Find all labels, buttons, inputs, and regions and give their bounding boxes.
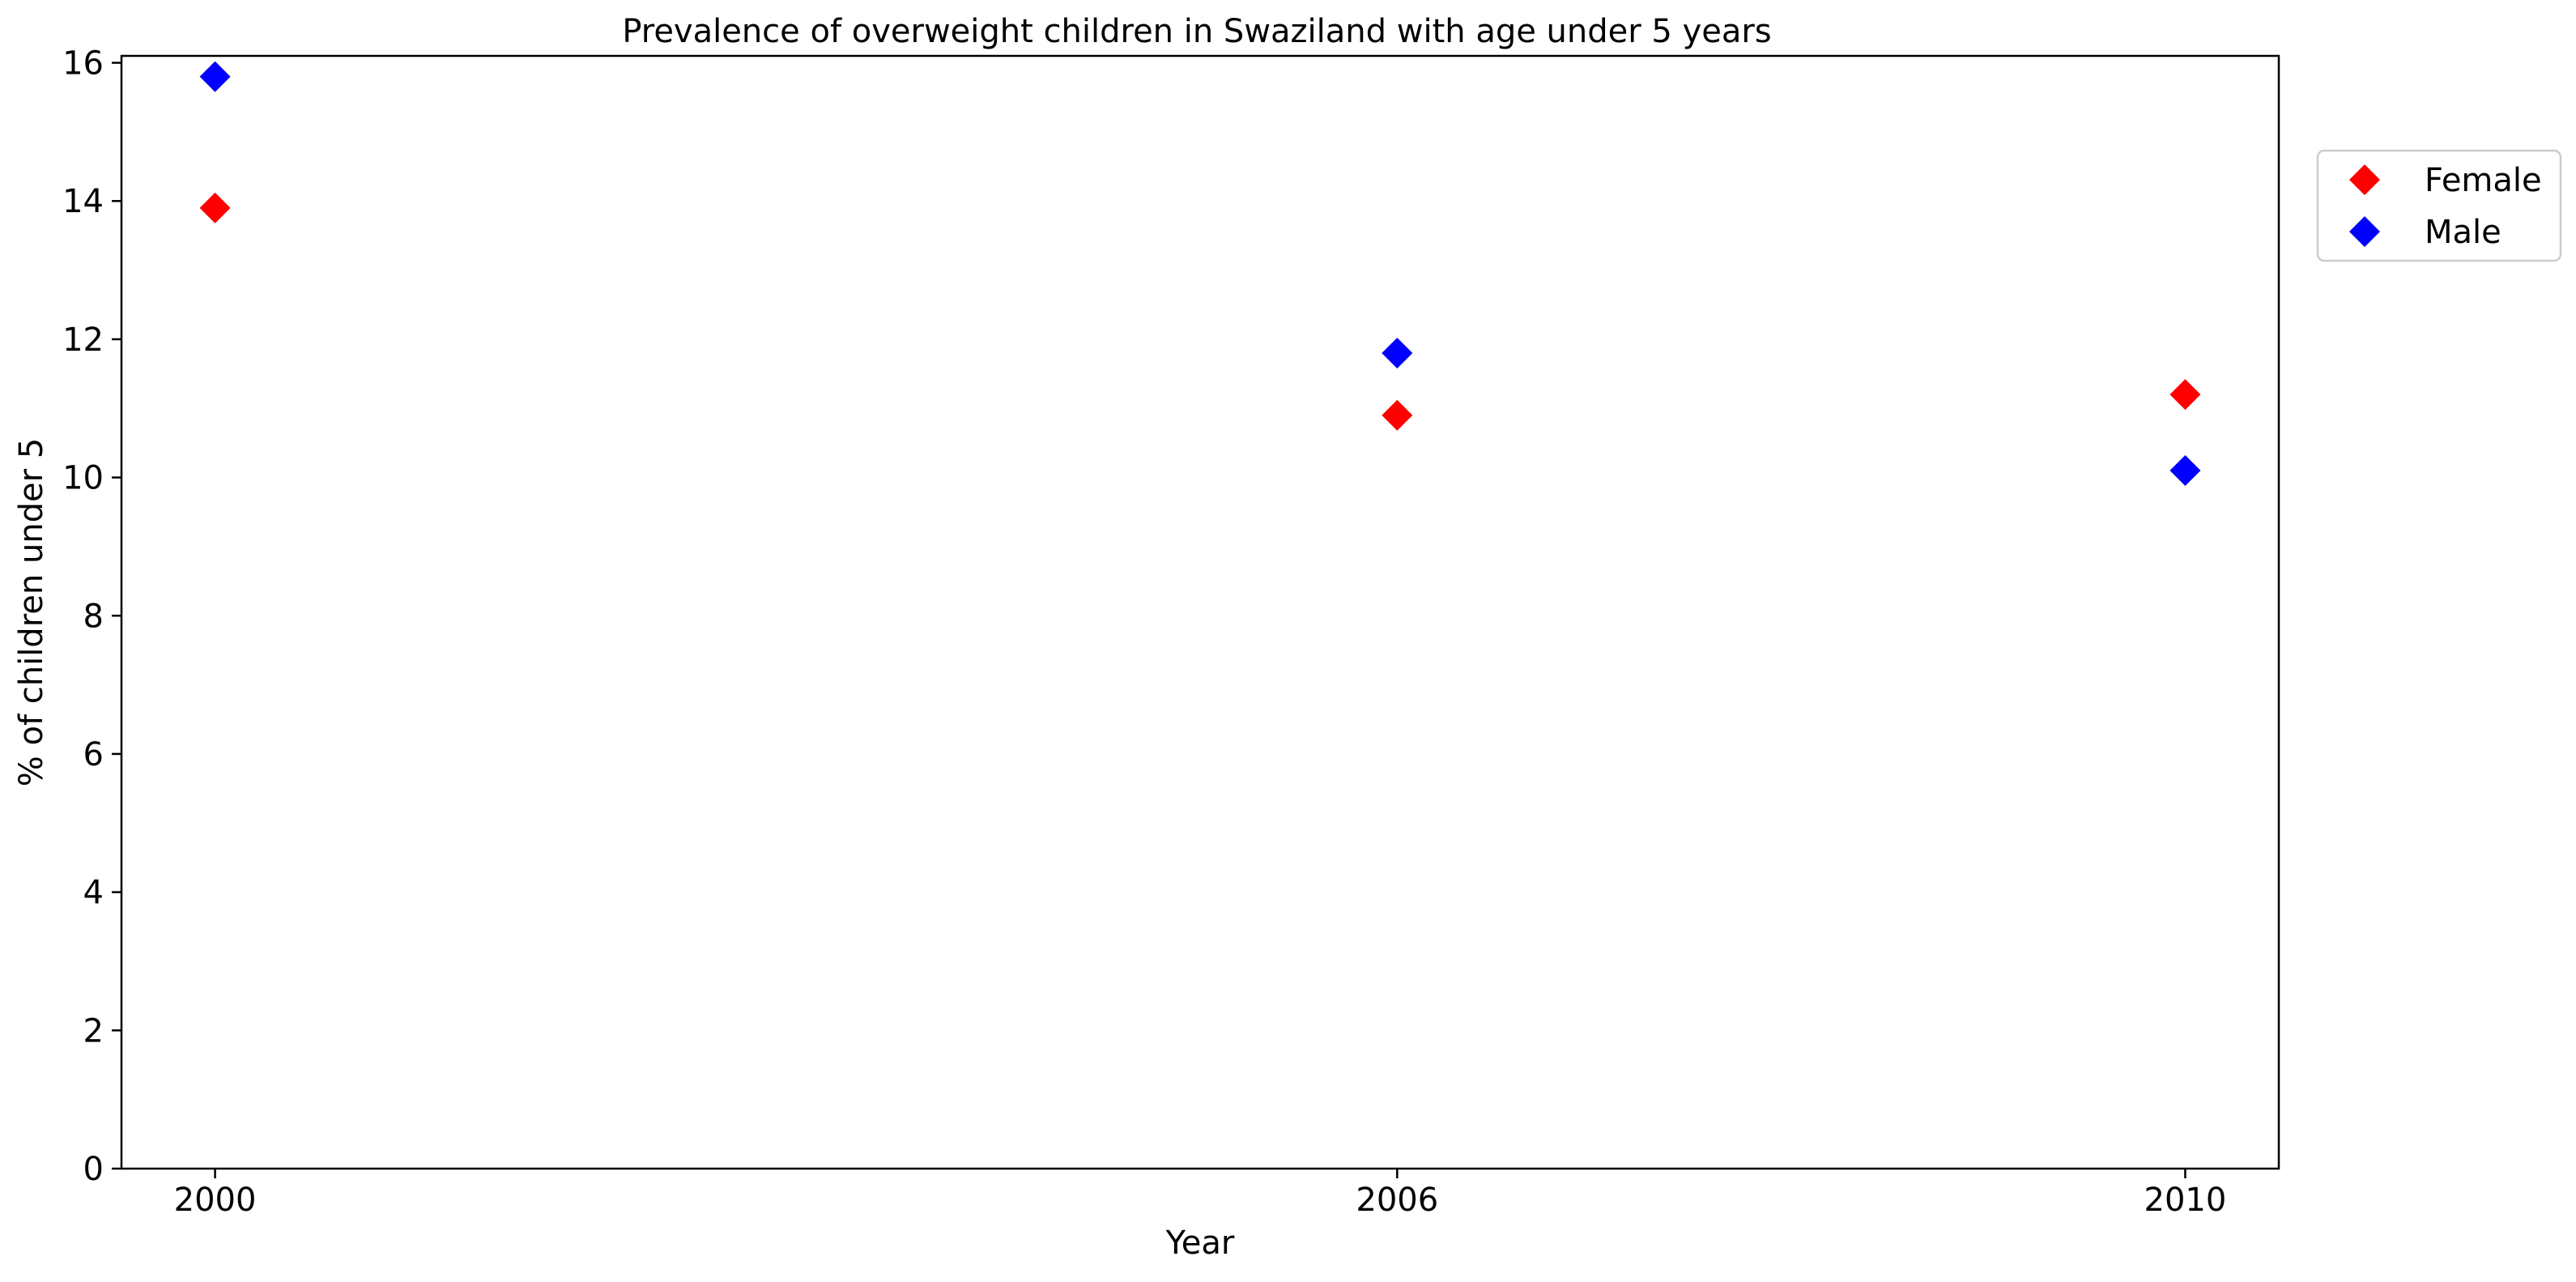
y-axis: 0 2 4 6 8 10 12 14 16 [62, 45, 121, 1188]
data-point-male-2000 [199, 61, 231, 92]
data-point-male-2010 [2169, 455, 2201, 487]
x-tick-label: 2006 [1356, 1182, 1438, 1219]
data-point-female-2006 [1382, 399, 1413, 431]
y-tick-label: 12 [62, 322, 104, 359]
y-tick-label: 4 [83, 875, 104, 912]
legend: Female Male [2316, 149, 2562, 262]
plot-area-frame [120, 54, 2280, 1170]
chart-title: Prevalence of overweight children in Swa… [622, 13, 1771, 50]
x-tick-label: 2010 [2144, 1182, 2227, 1219]
series-male [199, 61, 2201, 487]
y-tick-label: 10 [62, 460, 104, 497]
x-axis-label: Year [1165, 1225, 1235, 1262]
x-axis: 2000 2006 2010 [174, 1169, 2227, 1219]
y-axis-label: % of children under 5 [13, 438, 50, 787]
data-point-male-2006 [1382, 337, 1413, 368]
legend-label-male: Male [2425, 214, 2501, 251]
legend-marker-male [2349, 216, 2380, 247]
data-point-female-2000 [199, 192, 231, 224]
y-tick-label: 6 [83, 736, 104, 773]
y-tick-label: 2 [83, 1012, 104, 1050]
series-female [199, 192, 2201, 431]
data-point-female-2010 [2169, 379, 2201, 411]
y-tick-label: 0 [83, 1151, 104, 1188]
y-tick-label: 14 [62, 183, 104, 220]
y-tick-label: 8 [83, 598, 104, 635]
y-tick-label: 16 [62, 45, 104, 83]
data-points [199, 61, 2201, 487]
x-tick-label: 2000 [174, 1182, 257, 1219]
legend-marker-female [2349, 164, 2380, 195]
legend-label-female: Female [2425, 162, 2542, 199]
